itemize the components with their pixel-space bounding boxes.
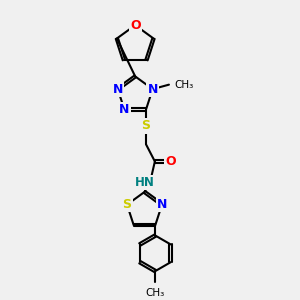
Text: S: S xyxy=(142,119,151,132)
Text: CH₃: CH₃ xyxy=(174,80,194,90)
Text: N: N xyxy=(157,198,167,211)
Text: N: N xyxy=(148,82,158,96)
Text: HN: HN xyxy=(135,176,155,189)
Text: N: N xyxy=(119,103,130,116)
Text: O: O xyxy=(165,155,175,168)
Text: N: N xyxy=(112,82,123,96)
Text: S: S xyxy=(122,198,131,211)
Text: O: O xyxy=(130,19,140,32)
Text: CH₃: CH₃ xyxy=(146,288,165,298)
